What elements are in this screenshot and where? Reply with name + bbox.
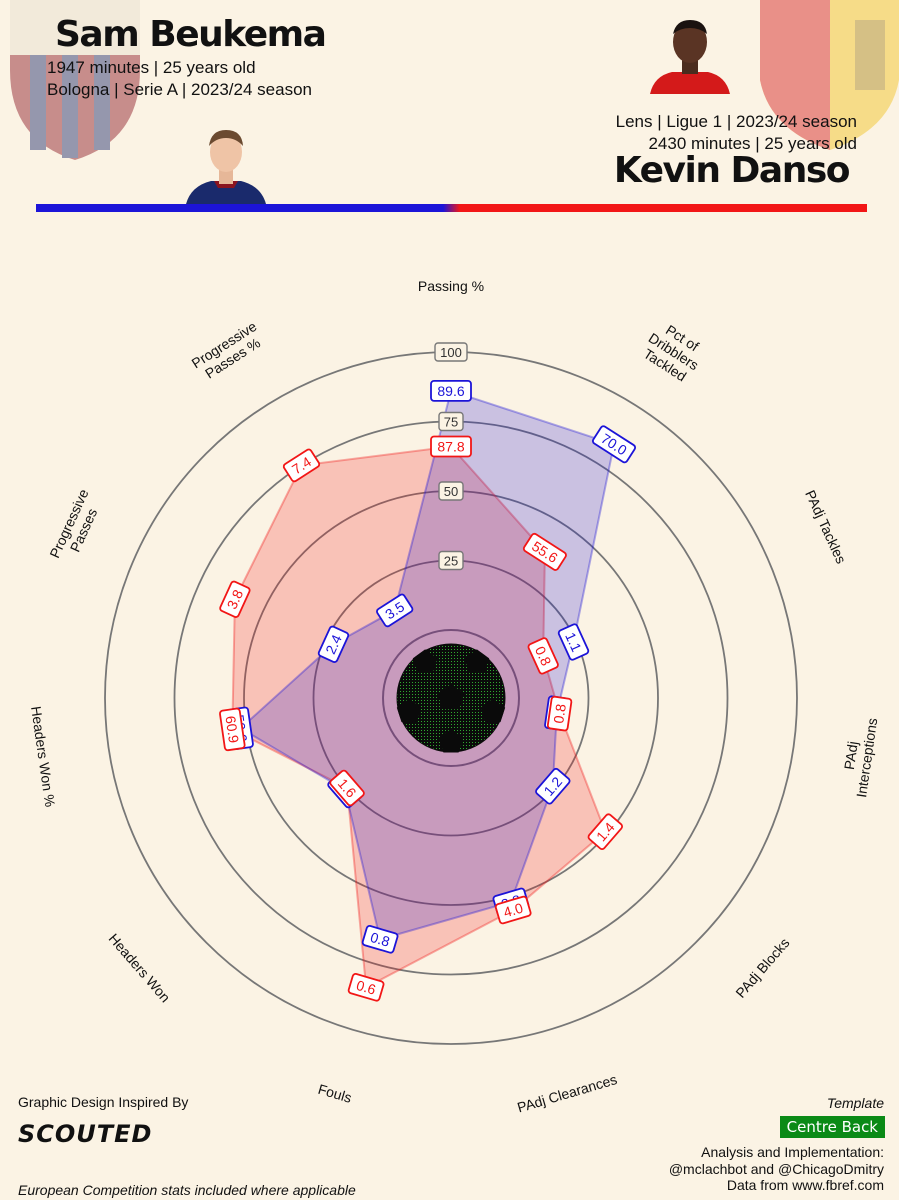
value-label-box: [546, 695, 573, 732]
category-label: PAdj Clearances: [515, 1071, 619, 1116]
football-patch: [438, 729, 464, 753]
value-label-1: 60.9: [219, 707, 246, 752]
value-label-box: [494, 895, 532, 925]
category-label: PAdj Blocks: [732, 935, 792, 1001]
football-patch: [396, 698, 422, 723]
category-label: PAdj Tackles: [802, 488, 849, 566]
value-label-box: [430, 379, 472, 402]
player1-name: Sam Beukema: [55, 14, 327, 55]
value-label-0: 89.6: [430, 379, 472, 402]
value-label-text: 3.8: [224, 587, 247, 612]
scouted-logo: SCOUTED: [18, 1120, 153, 1148]
lens-logo: [760, 0, 899, 150]
football-patch: [437, 684, 465, 710]
value-label-text: 87.8: [437, 439, 464, 455]
category-label-line: Headers Won: [106, 930, 174, 1005]
category-label: Passing %: [418, 278, 484, 294]
category-label-line: PAdj Clearances: [515, 1071, 619, 1116]
player1-minutes-age: 1947 minutes | 25 years old: [47, 58, 256, 77]
analysis-authors: @mclachbot and @ChicagoDmitry: [668, 1161, 884, 1177]
category-label-line: PAdj Tackles: [802, 488, 849, 566]
inspired-by-text: Graphic Design Inspired By: [18, 1094, 189, 1110]
category-label: Fouls: [316, 1081, 353, 1106]
value-label-text: 0.6: [355, 977, 378, 998]
ring-label: 100: [440, 345, 462, 360]
football-patch: [412, 649, 438, 673]
category-label-line: PAdj Blocks: [732, 935, 792, 1001]
value-label-1: 0.8: [546, 695, 573, 732]
player2-name: Kevin Danso: [613, 150, 851, 191]
ring-label-box: [438, 481, 464, 501]
value-label-box: [219, 707, 246, 752]
comparison-color-bar: [36, 204, 867, 212]
bologna-logo: [10, 0, 140, 160]
value-label-text: 2.4: [322, 632, 345, 657]
ring-label-box: [434, 342, 468, 362]
player1-club-league: Bologna | Serie A | 2023/24 season: [47, 80, 312, 99]
value-label-0: 70.0: [592, 425, 636, 464]
value-label-1: 3.8: [219, 580, 251, 618]
value-label-box: [347, 973, 385, 1002]
football-patch: [464, 649, 490, 673]
value-label-1: 4.0: [494, 895, 532, 925]
value-label-1: 87.8: [430, 435, 472, 458]
category-label-line: Headers Won %: [28, 705, 58, 808]
value-label-box: [522, 532, 567, 571]
category-label-line: Fouls: [316, 1081, 353, 1106]
competition-note: European Competition stats included wher…: [18, 1182, 356, 1198]
analysis-label: Analysis and Implementation:: [701, 1144, 884, 1160]
value-label-1: 0.6: [347, 973, 385, 1002]
player2-photo: [650, 20, 730, 94]
ring-label-box: [438, 550, 464, 571]
ring-0: [382, 629, 520, 767]
value-label-text: 0.8: [369, 929, 392, 950]
ring-label: 25: [444, 554, 458, 569]
value-label-box: [557, 623, 590, 661]
template-label: Template: [826, 1095, 884, 1111]
value-label-0: 2.4: [317, 625, 350, 663]
value-label-0: 0.8: [361, 925, 399, 954]
player2-minutes-age: 2430 minutes | 25 years old: [648, 134, 857, 153]
value-label-box: [535, 767, 571, 805]
value-label-text: 1.1: [562, 630, 585, 655]
category-label-line: Passing %: [418, 278, 484, 294]
value-label-box: [361, 925, 399, 954]
value-label-box: [527, 637, 559, 675]
value-label-box: [317, 625, 350, 663]
value-label-text: 89.6: [437, 383, 464, 399]
value-label-box: [430, 435, 472, 458]
category-label-line: PAdj: [841, 740, 861, 771]
football-patch: [480, 698, 506, 723]
value-label-1: 0.8: [527, 637, 559, 675]
ring-label-box: [438, 411, 464, 432]
value-label-box: [592, 425, 636, 464]
ring-label: 50: [444, 484, 458, 499]
football-icon: [396, 643, 506, 753]
player2-club-league: Lens | Ligue 1 | 2023/24 season: [615, 112, 857, 131]
value-label-box: [587, 813, 624, 851]
value-label-box: [219, 580, 251, 618]
category-label: Headers Won %: [28, 705, 58, 808]
template-badge: Centre Back: [779, 1116, 885, 1138]
value-label-box: [329, 769, 365, 807]
value-label-text: 60.9: [222, 715, 242, 744]
value-label-box: [282, 448, 321, 483]
player1-photo: [186, 130, 266, 204]
data-source: Data from www.fbref.com: [726, 1177, 884, 1193]
value-label-0: 1.1: [557, 623, 590, 661]
value-label-box: [376, 593, 414, 628]
value-label-text: 0.8: [550, 703, 569, 725]
ring-label: 75: [444, 415, 458, 430]
value-label-text: 4.0: [502, 900, 525, 921]
value-label-text: 0.8: [532, 644, 555, 669]
category-label: Headers Won: [106, 930, 174, 1005]
